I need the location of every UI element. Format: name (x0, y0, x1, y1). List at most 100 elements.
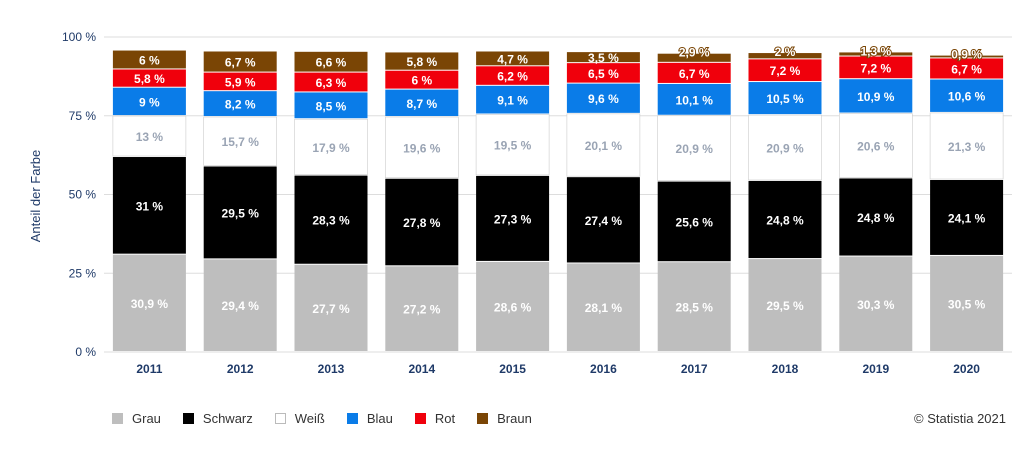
bar-segment (385, 266, 459, 351)
x-tick-label: 2013 (318, 362, 345, 376)
data-label: 6,7 % (951, 62, 982, 76)
data-label: 17,9 % (312, 141, 350, 155)
data-label: 6 % (139, 53, 160, 67)
legend-swatch (477, 413, 489, 424)
bar-segment (476, 175, 550, 261)
legend-swatch (346, 413, 358, 424)
data-label: 8,7 % (406, 97, 437, 111)
data-label: 10,6 % (948, 90, 986, 104)
data-label: 27,2 % (403, 303, 441, 317)
data-label: 13 % (136, 130, 164, 144)
x-tick-label: 2015 (499, 362, 526, 376)
data-label: 30,5 % (948, 297, 986, 311)
data-label: 19,6 % (403, 141, 441, 155)
data-label: 8,2 % (225, 98, 256, 112)
bar-segment (203, 116, 277, 166)
bar-segment (748, 82, 822, 115)
bar-segment (838, 113, 913, 178)
bar-segment (657, 181, 731, 262)
bar-segment (385, 52, 459, 70)
data-label: 2,9 % (679, 46, 710, 60)
data-label: 6 % (411, 74, 432, 88)
data-label: 28,1 % (585, 301, 623, 315)
legend-item[interactable]: Rot (414, 411, 456, 426)
legend-item[interactable]: Blau (346, 411, 393, 426)
bar-segment (384, 116, 459, 179)
data-label: 3,5 % (588, 51, 619, 65)
data-label: 5,8 % (406, 55, 437, 69)
bar-segment (566, 63, 640, 83)
bar-segment (839, 178, 913, 256)
data-label: 6,7 % (679, 67, 710, 81)
x-tick-label: 2018 (772, 362, 799, 376)
data-label: 6,6 % (316, 56, 347, 70)
x-tick-label: 2011 (136, 362, 162, 376)
x-tick-label: 2014 (408, 362, 435, 376)
bar-segment (385, 178, 459, 266)
y-tick-label: 50 % (69, 188, 97, 202)
bar-segment (294, 72, 368, 92)
bar-segment (294, 264, 368, 351)
bar-segment (657, 62, 731, 83)
data-label: 20,1 % (585, 139, 623, 153)
legend-label: Rot (434, 411, 456, 426)
data-label: 20,9 % (766, 142, 804, 156)
legend-label: Blau (366, 411, 393, 426)
data-label: 27,8 % (403, 216, 441, 230)
data-label: 9 % (139, 95, 160, 109)
bar-segment (657, 262, 731, 351)
data-label: 5,8 % (134, 72, 165, 86)
bar-segment (566, 52, 640, 63)
bar-segment (203, 166, 277, 259)
bar-segment (475, 114, 550, 176)
data-label: 6,2 % (497, 70, 528, 84)
bar-segment (294, 175, 368, 264)
legend-item[interactable]: Braun (477, 411, 532, 426)
data-label: 19,5 % (494, 139, 532, 153)
bar-segment (476, 51, 550, 66)
bar-segment (203, 91, 277, 117)
data-label: 28,3 % (312, 214, 350, 228)
bar-segment (930, 79, 1004, 112)
bar-segment (566, 177, 640, 263)
bar-segment (294, 118, 368, 175)
bar-segment (930, 58, 1004, 79)
data-label: 24,1 % (948, 211, 986, 225)
bar-segment (839, 256, 913, 351)
data-label: 6,5 % (588, 67, 619, 81)
bar-segment (566, 83, 640, 113)
legend: Grau Schwarz Weiß Blau Rot Braun (112, 411, 554, 426)
x-tick-label: 2016 (590, 362, 617, 376)
bar-segment (385, 70, 459, 89)
bar-segment (839, 52, 913, 56)
data-label: 28,5 % (676, 301, 714, 315)
bar-segment (112, 69, 186, 87)
data-label: 29,5 % (766, 299, 804, 313)
legend-item[interactable]: Grau (112, 411, 161, 426)
data-label: 9,6 % (588, 92, 619, 106)
bar-segment (203, 259, 277, 351)
bar-stacks: 30,9 % 31 % 13 % 9 % 5,8 % 6 % 29,4 % 29,5 % 15,… (112, 43, 1004, 351)
bar-segment (112, 87, 186, 116)
legend-item[interactable]: Weiß (274, 411, 325, 426)
legend-swatch (274, 413, 286, 424)
data-label: 1,3 % (860, 44, 891, 58)
legend-item[interactable]: Schwarz (182, 411, 253, 426)
x-tick-label: 2019 (862, 362, 889, 376)
bar-segment (112, 254, 186, 351)
bar-segment (476, 66, 550, 85)
data-label: 2 % (775, 45, 796, 59)
credit-text: © Statistia 2021 (914, 411, 1006, 426)
y-axis-label: Anteil der Farbe (28, 150, 43, 243)
legend-swatch (414, 413, 426, 424)
bar-segment (930, 180, 1004, 255)
bar-segment (929, 112, 1004, 180)
data-label: 10,1 % (676, 93, 714, 107)
data-label: 21,3 % (948, 140, 986, 154)
legend-swatch (112, 413, 123, 424)
legend-label: Schwarz (202, 411, 253, 426)
bar-segment (294, 92, 368, 119)
bar-segment (748, 59, 822, 82)
bar-segment (930, 55, 1004, 58)
